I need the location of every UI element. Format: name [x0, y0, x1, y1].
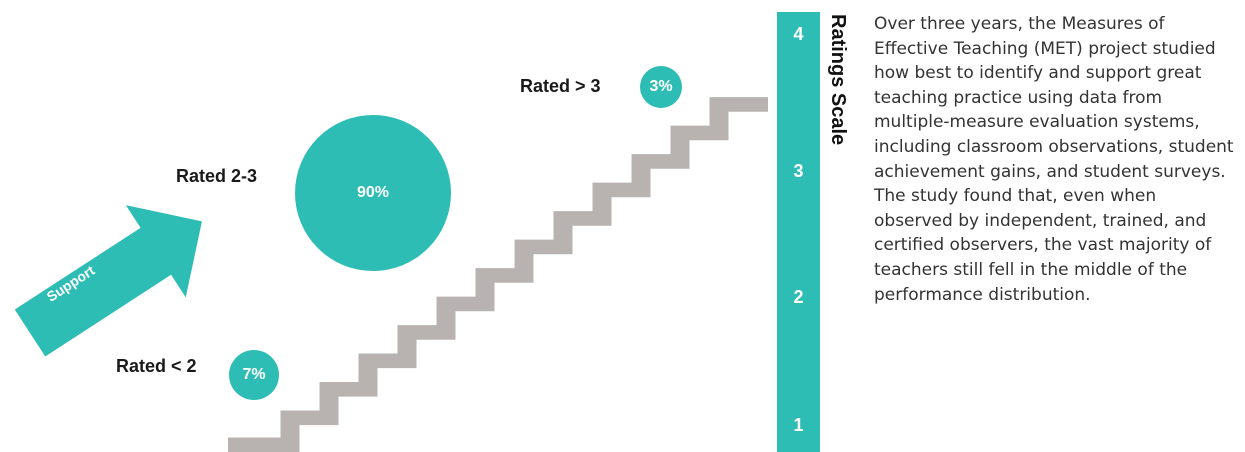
feedback-arrow — [14, 205, 202, 357]
ratings-scale-bar: 4 3 2 1 — [777, 12, 820, 452]
rated-high-percent: 3% — [649, 78, 673, 95]
rated-mid-percent: 90% — [356, 184, 390, 201]
rated-mid-circle — [295, 115, 451, 271]
scale-tick-2: 2 — [793, 287, 804, 307]
label-rated-high: Rated > 3 — [520, 76, 601, 96]
label-rated-mid: Rated 2-3 — [176, 166, 258, 186]
rated-low-percent: 7% — [242, 366, 266, 383]
rated-high-badge — [640, 66, 682, 108]
staircase — [228, 97, 768, 452]
rated-low-badge — [229, 350, 279, 400]
scale-tick-4: 4 — [793, 24, 804, 44]
label-rated-low: Rated < 2 — [116, 356, 197, 376]
scale-tick-1: 1 — [793, 415, 804, 435]
description-text: Over three years, the Measures of Effect… — [874, 14, 1234, 305]
scale-tick-3: 3 — [793, 161, 804, 181]
ratings-scale-title: Ratings Scale — [827, 14, 849, 146]
